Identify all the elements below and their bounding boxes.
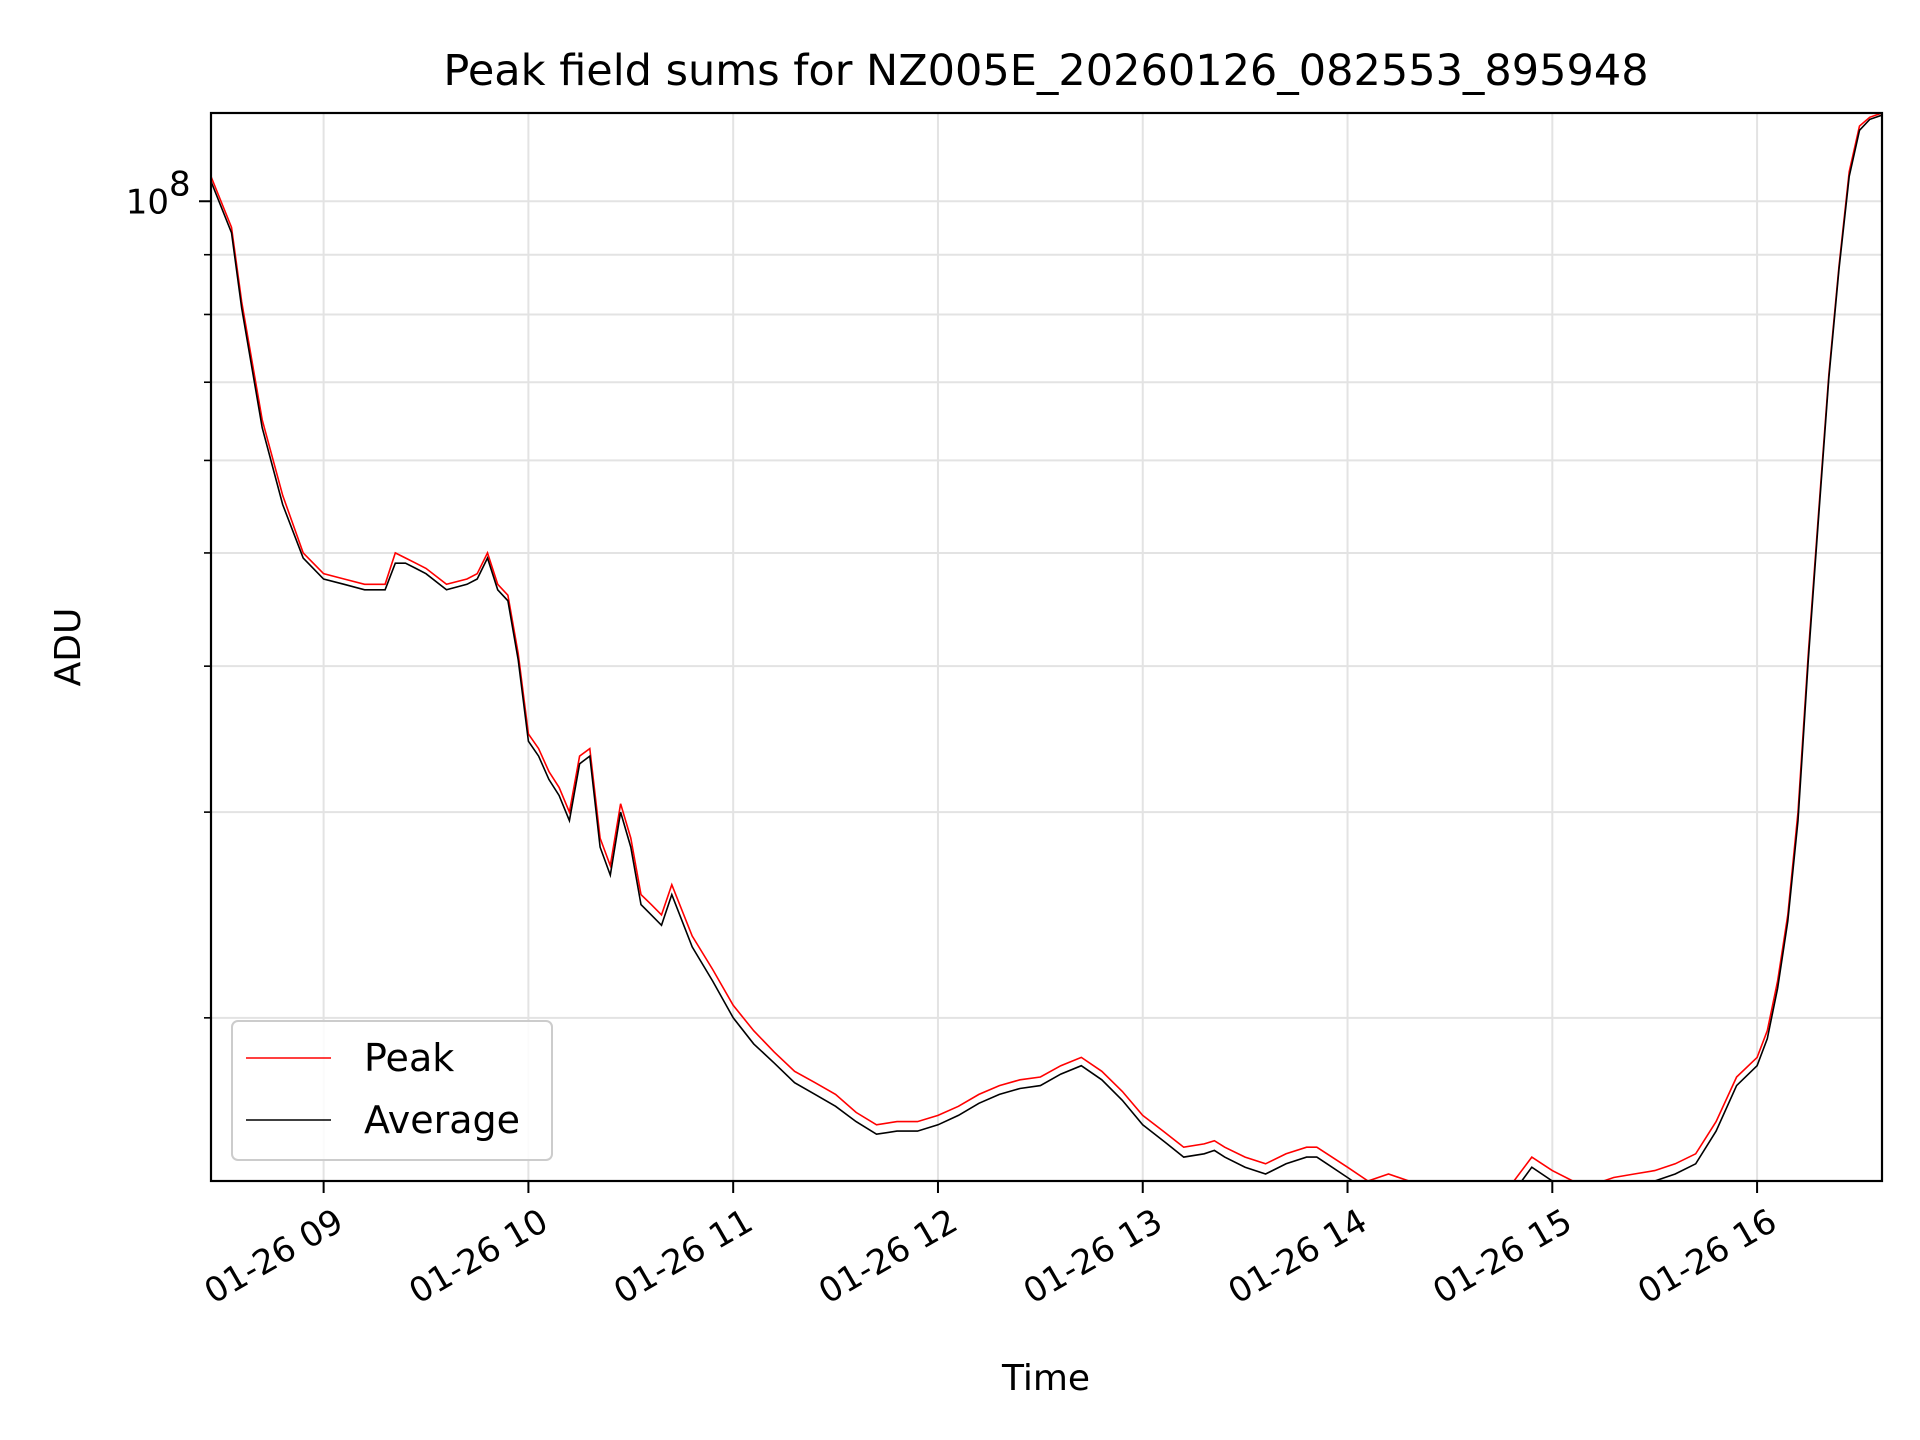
y-tick-label: 10 — [126, 182, 169, 222]
legend-box — [231, 1020, 553, 1161]
y-tick-label-base: 10 — [126, 182, 169, 222]
legend-label-peak: Peak — [364, 1036, 454, 1080]
y-axis: 10 8 — [126, 164, 211, 1019]
series-line-average — [211, 114, 1882, 1181]
x-axis-label: Time — [1001, 1358, 1090, 1399]
chart-title: Peak field sums for NZ005E_20260126_0825… — [443, 46, 1648, 96]
series-line-peak — [211, 113, 1882, 1181]
axes-frame — [209, 111, 1884, 1183]
plot-area — [211, 113, 1882, 1181]
y-tick-label-exponent: 8 — [169, 164, 191, 204]
grid — [211, 113, 1882, 1181]
legend-label-average: Average — [364, 1098, 520, 1142]
legend: Peak Average — [231, 1020, 553, 1161]
y-axis-label: ADU — [48, 608, 89, 687]
